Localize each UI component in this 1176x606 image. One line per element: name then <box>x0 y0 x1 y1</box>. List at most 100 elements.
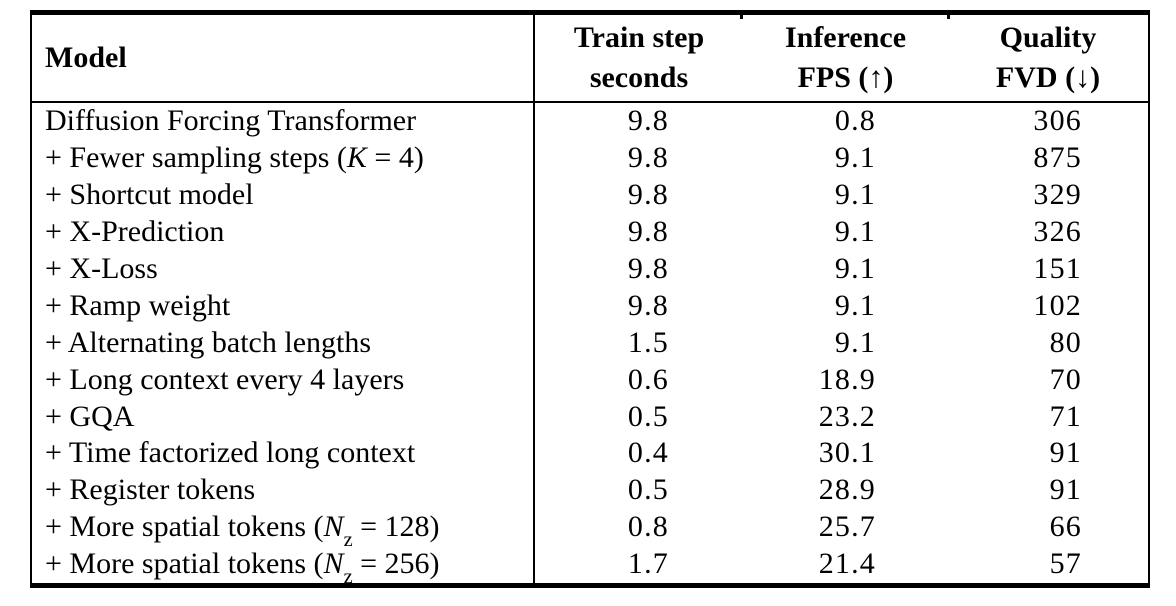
model-label: + Long context every 4 layers <box>45 362 405 396</box>
table-row: + X-Loss 9.8 9.1 151 <box>31 250 1149 288</box>
inference-fps-cell: 9.1 <box>834 288 876 322</box>
model-label: + Shortcut model <box>45 178 254 212</box>
train-step-seconds-cell: 0.5 <box>627 399 669 433</box>
model-cell: + More spatial tokens (Nz = 128) <box>31 508 535 546</box>
table-row: + Alternating batch lengths 1.5 9.1 80 <box>31 324 1149 362</box>
inference-fps-cell: 23.2 <box>818 399 876 433</box>
math-sub: z <box>343 565 353 586</box>
inference-fps-cell: 28.9 <box>818 473 876 507</box>
math-var: N <box>323 510 344 544</box>
inference-fps-cell: 9.1 <box>834 252 876 285</box>
train-step-seconds-cell: 0.4 <box>627 436 669 470</box>
table-row: + Shortcut model 9.8 9.1 329 <box>31 176 1149 214</box>
inference-fps-cell: 25.7 <box>818 510 876 544</box>
model-math: (Nz = 128) <box>313 510 440 546</box>
quality-fvd-cell: 151 <box>1033 252 1082 285</box>
table-row: + More spatial tokens (Nz = 128) 0.8 25.… <box>31 508 1149 546</box>
inference-fps-cell: 9.1 <box>834 141 876 175</box>
table-row: + More spatial tokens (Nz = 256) 1.7 21.… <box>31 545 1149 586</box>
model-cell: + Fewer sampling steps (K = 4) <box>31 139 535 177</box>
model-cell: + More spatial tokens (Nz = 256) <box>31 545 535 586</box>
inference-fps-cell: 9.1 <box>834 215 876 249</box>
table-row: + Ramp weight 9.8 9.1 102 <box>31 287 1149 325</box>
train-step-seconds-cell: 9.8 <box>627 215 669 249</box>
train-step-seconds-cell: 9.8 <box>627 178 669 212</box>
quality-fvd-cell: 326 <box>1033 215 1082 249</box>
model-label: Diffusion Forcing Transformer <box>45 104 417 138</box>
table-row: Diffusion Forcing Transformer 9.8 0.8 30… <box>31 102 1149 140</box>
math-open: ( <box>313 547 324 581</box>
model-cell: + Long context every 4 layers <box>31 361 535 399</box>
header-train-step-seconds: Train step seconds <box>534 12 743 103</box>
train-step-seconds-cell: 0.5 <box>627 473 669 507</box>
quality-fvd-cell: 306 <box>1033 104 1082 138</box>
model-label: + Ramp weight <box>45 288 231 322</box>
train-step-seconds-cell: 9.8 <box>627 252 669 285</box>
math-var: N <box>323 547 344 581</box>
quality-fvd-cell: 71 <box>1049 399 1082 433</box>
model-label: + More spatial tokens <box>45 510 314 544</box>
train-step-seconds-cell: 0.8 <box>627 510 669 544</box>
model-label: + Register tokens <box>45 473 256 507</box>
header-inference-fps: Inference FPS (↑) <box>743 12 948 103</box>
model-cell: + Ramp weight <box>31 287 535 325</box>
model-label: + GQA <box>45 399 135 433</box>
header-quality-fvd: Quality FVD (↓) <box>948 12 1149 103</box>
model-cell: + X-Prediction <box>31 213 535 251</box>
train-step-seconds-cell: 1.7 <box>627 547 669 581</box>
table-row: + Long context every 4 layers 0.6 18.9 7… <box>31 361 1149 399</box>
train-step-seconds-cell: 1.5 <box>627 325 669 359</box>
train-step-seconds-cell: 9.8 <box>627 288 669 322</box>
table-row: + Register tokens 0.5 28.9 91 <box>31 471 1149 509</box>
model-label: + More spatial tokens <box>45 547 314 581</box>
quality-fvd-cell: 70 <box>1049 362 1082 396</box>
train-step-seconds-cell: 0.6 <box>627 362 669 396</box>
math-open: ( <box>336 141 347 175</box>
model-cell: + Time factorized long context <box>31 435 535 472</box>
quality-fvd-cell: 329 <box>1033 178 1082 212</box>
column-rule-tick <box>740 15 743 19</box>
table-row: + Time factorized long context 0.4 30.1 … <box>31 435 1149 472</box>
table-body: Diffusion Forcing Transformer 9.8 0.8 30… <box>31 102 1149 586</box>
quality-fvd-cell: 91 <box>1049 473 1082 507</box>
math-sub: z <box>343 528 353 546</box>
math-rest: = 256) <box>352 547 440 581</box>
table-row: + GQA 0.5 23.2 71 <box>31 398 1149 436</box>
train-step-seconds-cell: 9.8 <box>627 104 669 138</box>
model-label: + Time factorized long context <box>45 436 416 470</box>
ablation-results-table: Model Train step seconds Inference FPS (… <box>30 10 1150 588</box>
model-label: + Fewer sampling steps <box>45 141 337 175</box>
quality-fvd-cell: 66 <box>1049 510 1082 544</box>
quality-fvd-cell: 91 <box>1049 436 1082 470</box>
table-row: + X-Prediction 9.8 9.1 326 <box>31 213 1149 251</box>
quality-fvd-cell: 57 <box>1049 547 1082 581</box>
column-rule-tick <box>947 15 950 19</box>
results-table-frame: Model Train step seconds Inference FPS (… <box>30 10 1150 588</box>
math-rest: = 128) <box>352 510 440 544</box>
math-rest: = 4) <box>366 141 424 175</box>
model-math: (K = 4) <box>337 141 424 174</box>
header-row: Model Train step seconds Inference FPS (… <box>31 12 1149 103</box>
model-label: + X-Loss <box>45 252 158 285</box>
quality-fvd-cell: 102 <box>1033 288 1082 322</box>
model-cell: + Alternating batch lengths <box>31 324 535 362</box>
inference-fps-cell: 30.1 <box>818 436 876 470</box>
table-row: + Fewer sampling steps (K = 4) 9.8 9.1 8… <box>31 139 1149 177</box>
inference-fps-cell: 9.1 <box>834 178 876 212</box>
model-cell: + Register tokens <box>31 471 535 509</box>
inference-fps-cell: 9.1 <box>834 325 876 359</box>
inference-fps-cell: 0.8 <box>834 104 876 138</box>
model-cell: + GQA <box>31 398 535 436</box>
quality-fvd-cell: 875 <box>1033 141 1082 175</box>
quality-fvd-cell: 80 <box>1049 325 1082 359</box>
model-cell: Diffusion Forcing Transformer <box>31 102 535 140</box>
model-math: (Nz = 256) <box>313 547 440 585</box>
model-cell: + Shortcut model <box>31 176 535 214</box>
header-model: Model <box>31 12 535 103</box>
math-open: ( <box>313 510 324 544</box>
math-var: K <box>346 141 367 175</box>
model-label: + Alternating batch lengths <box>45 325 372 359</box>
inference-fps-cell: 18.9 <box>818 362 876 396</box>
train-step-seconds-cell: 9.8 <box>627 141 669 175</box>
model-cell: + X-Loss <box>31 250 535 288</box>
